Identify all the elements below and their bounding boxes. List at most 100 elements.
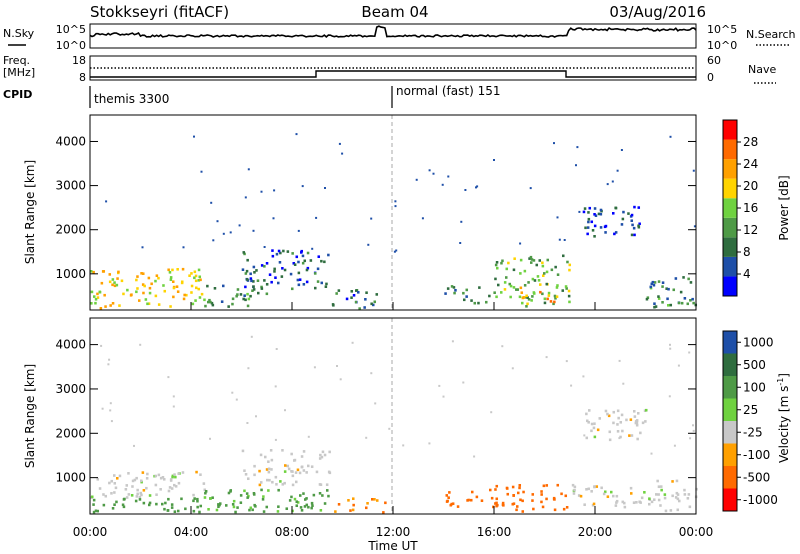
power-echo-cell-0 xyxy=(92,270,95,274)
power-sparse-echo xyxy=(428,169,431,172)
velocity-echo-cell-5 xyxy=(489,488,492,492)
power-echo-cell-5 xyxy=(562,254,565,258)
velocity-echo-cell-7 xyxy=(590,490,593,493)
power-echo-cell-8 xyxy=(650,282,654,286)
velocity-sparse-echo xyxy=(370,372,373,375)
velocity-echo-cell-2 xyxy=(247,494,250,498)
velocity-colorbar-tick-6: -500 xyxy=(743,470,770,484)
power-echo-cell-0 xyxy=(96,296,100,299)
velocity-echo-cell-3 xyxy=(258,469,261,473)
power-sparse-echo xyxy=(606,183,609,186)
power-sparse-echo xyxy=(464,189,467,191)
power-echo-cell-4 xyxy=(493,291,496,294)
velocity-sparse-echo xyxy=(438,384,441,387)
power-echo-cell-2 xyxy=(279,251,282,255)
power-colorbar-label: Power [dB] xyxy=(777,175,791,240)
velocity-echo-cell-3 xyxy=(266,478,269,482)
velocity-echo-cell-0 xyxy=(136,492,139,496)
velocity-echo-cell-2 xyxy=(302,492,305,495)
power-colorbar-swatch-2 xyxy=(723,237,737,257)
power-echo-cell-2 xyxy=(320,259,323,263)
power-echo-cell-5 xyxy=(554,297,557,300)
velocity-echo-cell-3 xyxy=(291,474,295,478)
power-echo-cell-8 xyxy=(667,304,670,307)
power-echo-cell-5 xyxy=(566,260,569,264)
power-echo-cell-6 xyxy=(549,300,553,303)
velocity-echo-cell-6 xyxy=(518,484,522,487)
velocity-echo-cell-5 xyxy=(449,503,453,507)
power-echo-cell-3 xyxy=(352,294,356,297)
power-echo-cell-0 xyxy=(197,268,201,272)
velocity-echo-cell-5 xyxy=(448,491,451,494)
velocity-echo-cell-8 xyxy=(593,422,596,426)
power-echo-cell-1 xyxy=(244,298,247,302)
power-echo-cell-5 xyxy=(553,294,557,298)
velocity-sparse-echo xyxy=(109,402,112,405)
power-echo-cell-2 xyxy=(244,285,247,289)
power-echo-cell-5 xyxy=(555,286,559,289)
power-echo-cell-7 xyxy=(587,217,591,221)
power-sparse-echo xyxy=(620,149,623,151)
velocity-echo-cell-3 xyxy=(267,460,270,464)
velocity-echo-cell-8 xyxy=(634,421,638,425)
power-echo-cell-0 xyxy=(126,288,129,292)
velocity-sparse-echo xyxy=(255,415,257,418)
power-echo-cell-5 xyxy=(547,294,551,297)
power-echo-cell-3 xyxy=(354,300,358,304)
velocity-echo-cell-1 xyxy=(121,503,125,507)
power-echo-cell-7 xyxy=(632,226,636,230)
velocity-echo-cell-5 xyxy=(470,498,473,502)
velocity-echo-cell-6 xyxy=(531,493,535,496)
power-sparse-echo xyxy=(421,217,424,220)
velocity-echo-cell-3 xyxy=(300,465,304,469)
power-echo-cell-8 xyxy=(654,305,658,308)
power-echo-cell-0 xyxy=(117,270,120,274)
velocity-echo-cell-1 xyxy=(163,507,166,511)
velocity-echo-cell-2 xyxy=(310,501,314,505)
velocity-echo-cell-2 xyxy=(211,496,214,500)
power-echo-cell-5 xyxy=(518,295,522,299)
power-echo-cell-0 xyxy=(135,278,138,282)
velocity-colorbar-swatch-7 xyxy=(723,488,737,511)
power-echo-cell-0 xyxy=(98,290,102,294)
velocity-echo-cell-2 xyxy=(267,489,270,492)
power-sparse-echo xyxy=(238,224,241,227)
velocity-echo-cell-1 xyxy=(92,498,96,502)
power-echo-cell-0 xyxy=(94,298,98,301)
velocity-echo-cell-2 xyxy=(312,493,316,497)
power-echo-cell-5 xyxy=(545,282,549,286)
velocity-sparse-echo xyxy=(250,335,253,338)
velocity-sparse-echo xyxy=(167,376,170,379)
velocity-echo-cell-3 xyxy=(259,453,263,457)
velocity-echo-cell-9 xyxy=(663,496,667,500)
velocity-echo-cell-0 xyxy=(140,479,143,483)
power-echo-cell-8 xyxy=(665,287,668,290)
noise-tick-right-low: 10^0 xyxy=(707,39,737,52)
power-echo-cell-3 xyxy=(375,293,379,296)
velocity-echo-cell-5 xyxy=(456,505,460,508)
date-title: 03/Aug/2016 xyxy=(609,3,706,21)
velocity-echo-cell-1 xyxy=(92,503,95,506)
noise-tick-right-high: 10^5 xyxy=(707,23,737,36)
velocity-colorbar-tick-2: 100 xyxy=(743,380,766,394)
velocity-echo-cell-3 xyxy=(302,450,306,453)
velocity-echo-cell-0 xyxy=(124,488,128,491)
velocity-sparse-echo xyxy=(501,345,504,348)
power-echo-cell-2 xyxy=(275,252,279,256)
velocity-echo-cell-0 xyxy=(145,486,148,490)
velocity-echo-cell-2 xyxy=(231,503,235,506)
power-echo-cell-5 xyxy=(550,268,554,272)
power-echo-cell-5 xyxy=(547,291,551,295)
power-echo-cell-5 xyxy=(567,289,571,293)
power-echo-cell-5 xyxy=(541,261,544,265)
velocity-echo-cell-6 xyxy=(540,490,543,493)
velocity-echo-cell-3 xyxy=(291,483,295,487)
velocity-echo-cell-7 xyxy=(604,490,607,494)
velocity-sparse-echo xyxy=(365,436,368,439)
power-echo-cell-2 xyxy=(314,272,317,275)
velocity-echo-cell-7 xyxy=(639,501,642,504)
velocity-echo-cell-6 xyxy=(506,492,510,496)
power-echo-cell-2 xyxy=(263,279,266,282)
velocity-echo-cell-0 xyxy=(116,477,119,480)
